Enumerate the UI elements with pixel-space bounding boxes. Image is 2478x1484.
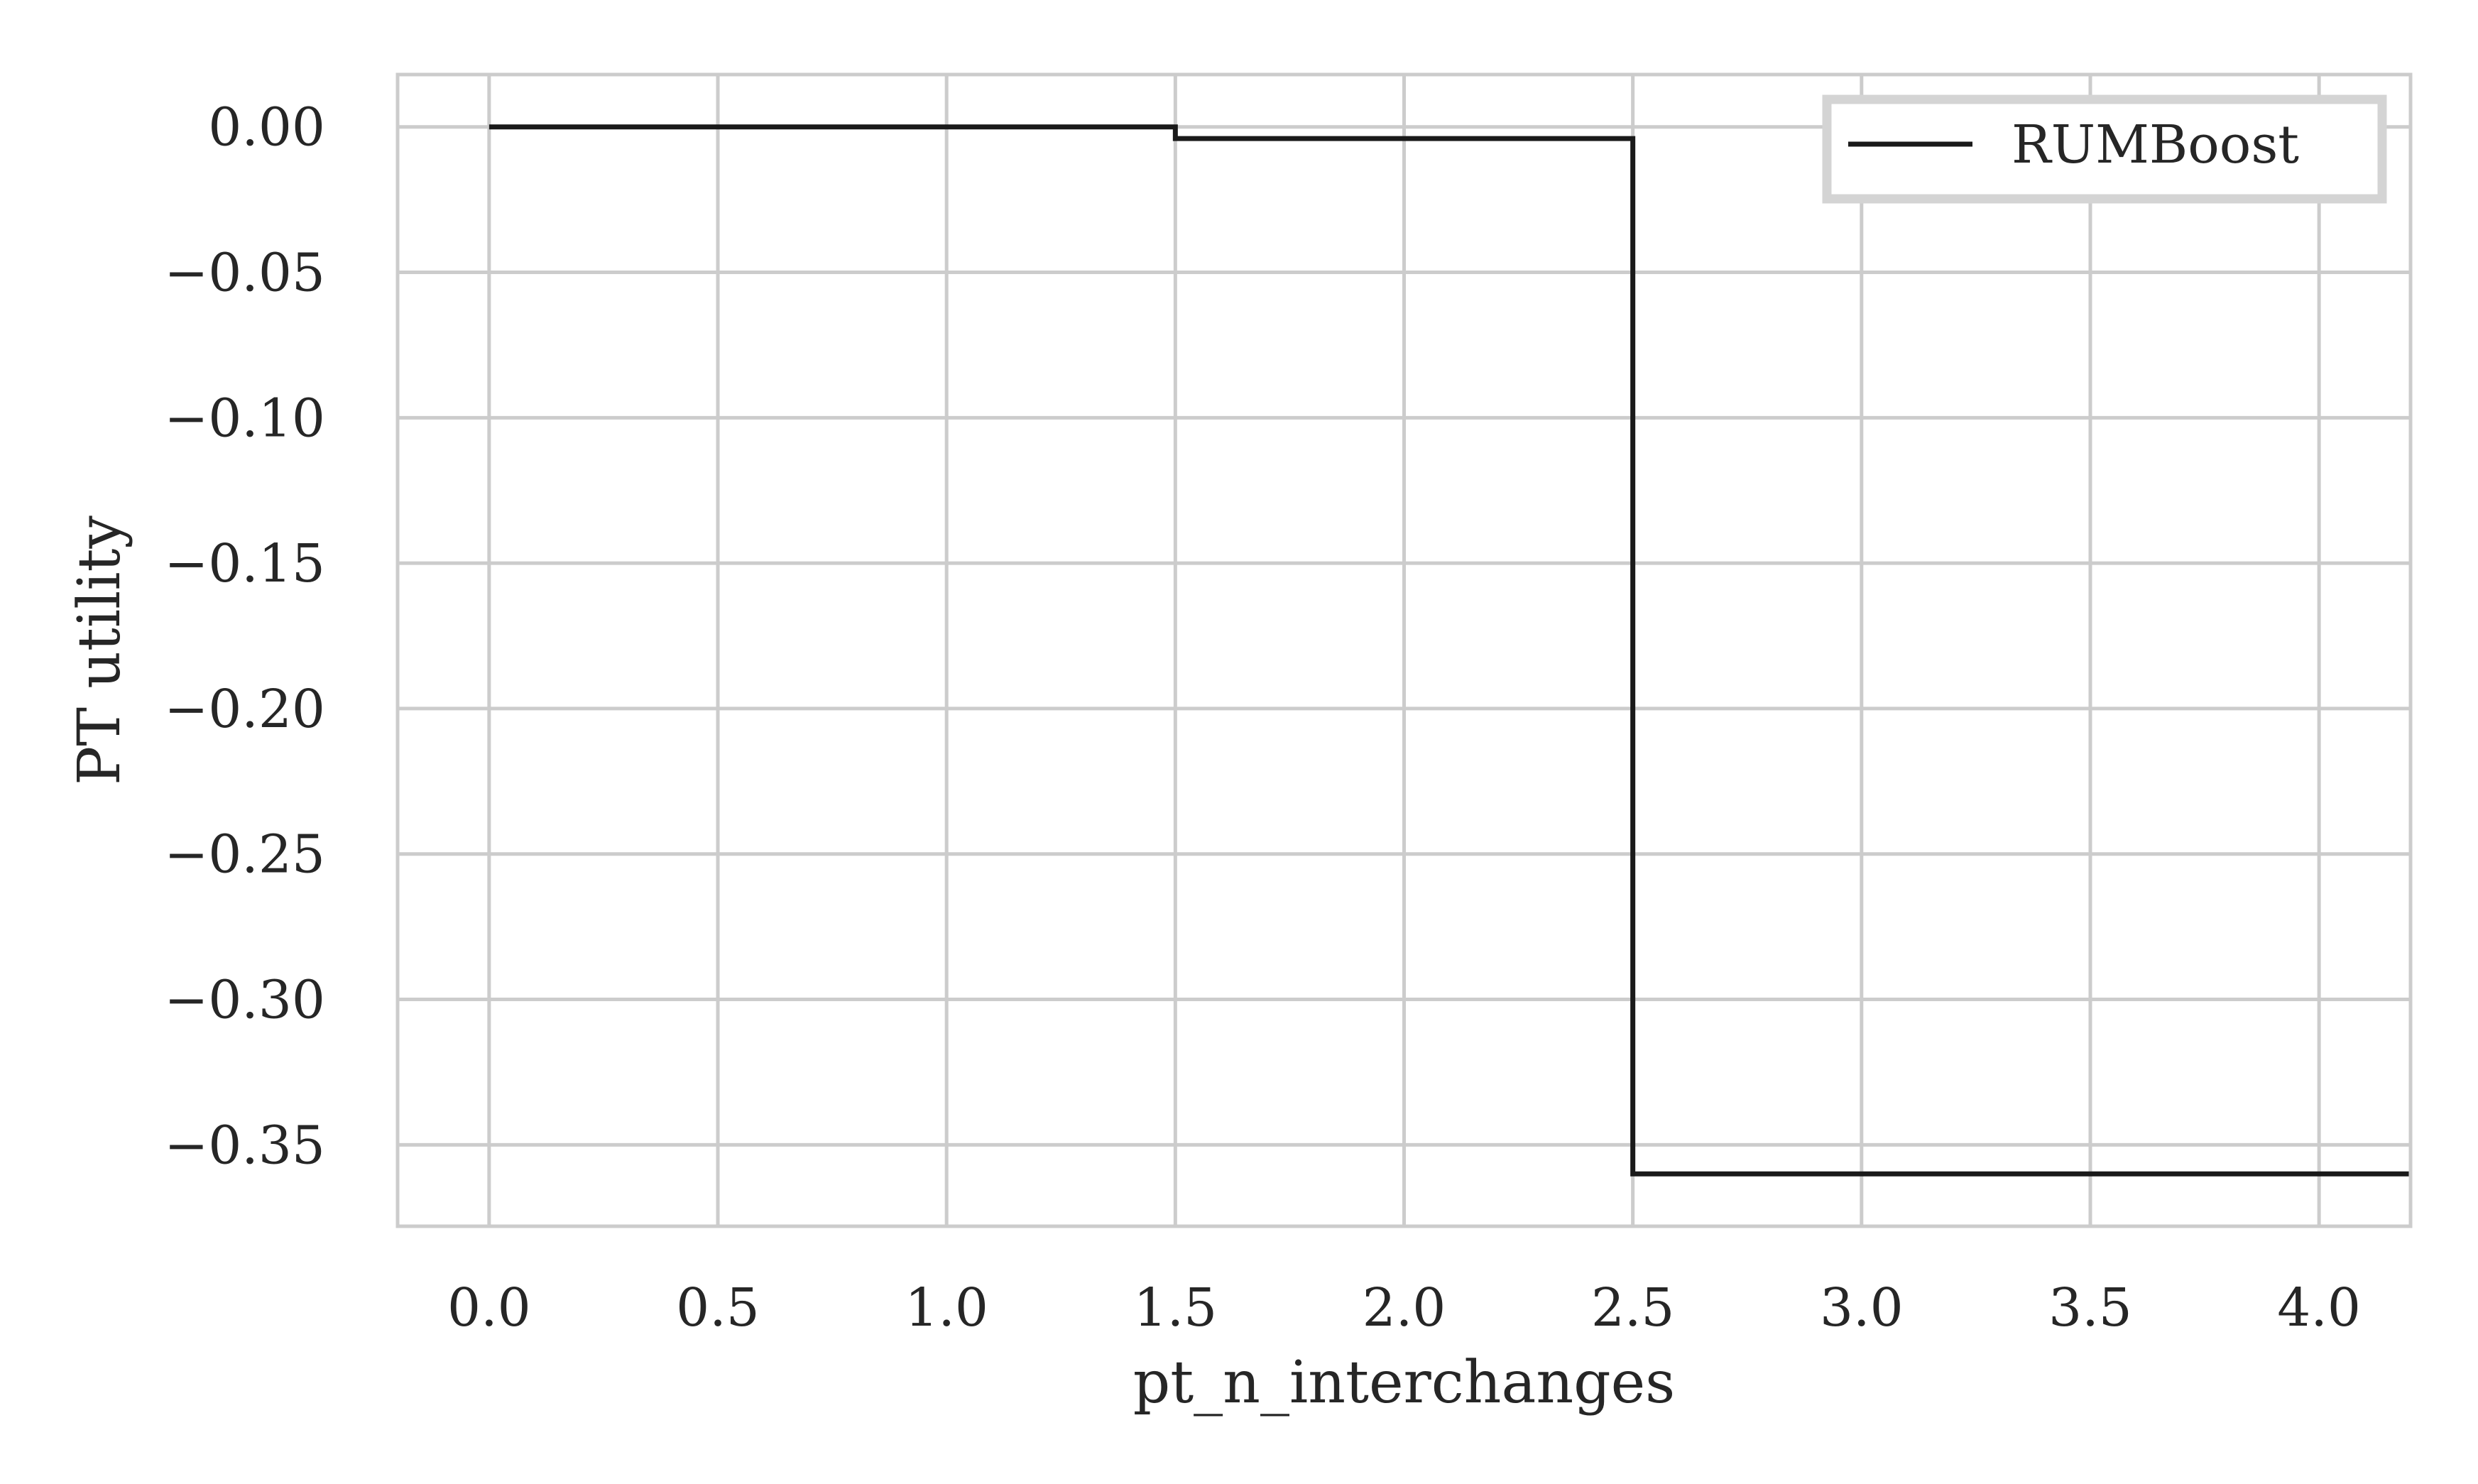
x-tick-label: 1.5	[1133, 1277, 1217, 1338]
x-tick-label: 2.5	[1591, 1277, 1675, 1338]
legend: RUMBoost	[1822, 94, 2387, 204]
y-tick-label: −0.25	[164, 824, 325, 885]
y-tick-label: −0.05	[164, 243, 325, 304]
y-tick-label: −0.20	[164, 679, 325, 740]
x-tick-label: 3.0	[1820, 1277, 1904, 1338]
y-tick-label: −0.10	[164, 388, 325, 449]
y-tick-label: 0.00	[208, 97, 325, 158]
x-tick-label: 2.0	[1363, 1277, 1446, 1338]
y-tick-label: −0.30	[164, 970, 325, 1031]
y-tick-labels: 0.00 −0.05 −0.10 −0.15 −0.20 −0.25 −0.30 −0.35	[164, 97, 325, 1177]
grid	[398, 75, 2411, 1226]
x-tick-label: 1.0	[905, 1277, 988, 1338]
y-tick-label: −0.35	[164, 1115, 325, 1176]
y-tick-label: −0.15	[164, 533, 325, 594]
x-tick-labels: 0.0 0.5 1.0 1.5 2.0 2.5 3.0 3.5 4.0	[447, 1277, 2361, 1338]
x-tick-label: 3.5	[2048, 1277, 2132, 1338]
x-tick-label: 0.0	[447, 1277, 531, 1338]
x-tick-label: 4.0	[2277, 1277, 2361, 1338]
legend-label-rumboost: RUMBoost	[2012, 114, 2299, 175]
plot-frame	[395, 72, 2413, 1228]
series-line-rumboost	[488, 124, 2411, 1177]
y-axis-label: PT utility	[66, 515, 133, 785]
legend-box	[1822, 94, 2387, 204]
x-axis-label: pt_n_interchanges	[1133, 1349, 1676, 1417]
x-tick-label: 0.5	[676, 1277, 760, 1338]
series-layer	[488, 124, 2411, 1177]
